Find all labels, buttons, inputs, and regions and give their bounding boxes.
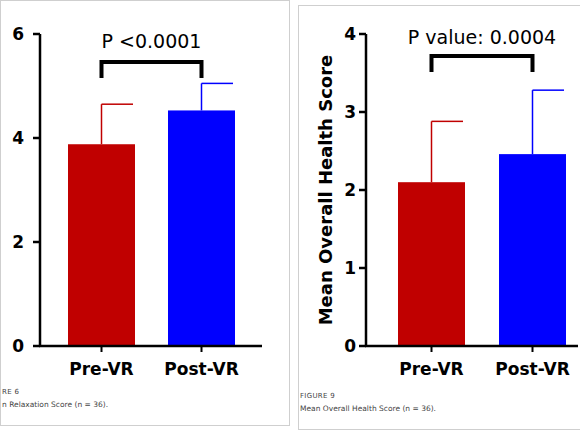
caption: Mean Overall Health Score (n = 36). [300,404,436,413]
bar [168,110,235,346]
annotation: P value: 0.0004 [408,26,556,48]
y-tick-label: 3 [344,102,356,122]
panel-frame [299,6,580,430]
y-tick [359,189,366,192]
y-axis [39,34,42,346]
error-stem [101,104,103,144]
error-cap [202,83,234,85]
error-bar [202,83,234,110]
error-cap [533,89,565,91]
bar [499,154,566,346]
error-cap [102,103,134,105]
y-tick-label: 4 [12,128,24,148]
y-tick [359,111,366,114]
significance-bracket [432,56,533,72]
panel-frame [1,1,290,426]
y-tick [33,33,40,36]
x-tick-label: Pre-VR [399,359,463,379]
chart-panel: 0 2 4 6 Pre-VR Post-VR P <0.0001 RE 6 n Relaxati… [1,1,290,426]
y-tick [359,33,366,36]
y-tick-label: 4 [344,24,356,44]
y-tick [33,241,40,244]
error-bar [102,104,134,144]
bars [68,83,235,346]
error-stem [431,121,433,182]
figure: 0 2 4 6 Pre-VR Post-VR P <0.0001 RE 6 n Relaxati… [0,0,580,433]
y-tick-label: 2 [12,232,24,252]
error-cap [432,121,464,123]
x-tick-label: Post-VR [495,359,569,379]
y-tick [359,267,366,270]
y-tick-label: 1 [344,258,356,278]
y-tick [33,345,40,348]
error-stem [201,83,203,110]
bar [68,144,135,346]
y-tick-label: 2 [344,180,356,200]
figure-label: FIGURE 9 [300,392,335,400]
y-tick-label: 0 [344,336,356,356]
bar [398,182,465,346]
annotation: P <0.0001 [102,30,202,52]
caption: n Relaxation Score (n = 36). [2,400,108,409]
x-tick-label: Post-VR [164,359,238,379]
x-tick [532,346,534,352]
bars [398,90,566,346]
figure-label: RE 6 [2,388,19,396]
x-axis [365,345,578,348]
y-axis-label: Mean Overall Health Score [315,55,336,326]
y-tick-label: 6 [12,24,24,44]
x-tick [431,346,433,352]
significance-bracket [102,62,202,78]
y-tick-label: 0 [12,336,24,356]
error-bar [533,90,565,154]
x-axis [39,345,262,348]
x-tick-label: Pre-VR [69,359,133,379]
error-stem [532,90,534,154]
x-tick [201,346,203,352]
error-bar [432,121,464,182]
y-tick [359,345,366,348]
y-tick [33,137,40,140]
chart-panel: 0 1 2 3 4 Pre-VR Post-VR Mean Overall Health Sc… [299,6,580,430]
x-tick [101,346,103,352]
